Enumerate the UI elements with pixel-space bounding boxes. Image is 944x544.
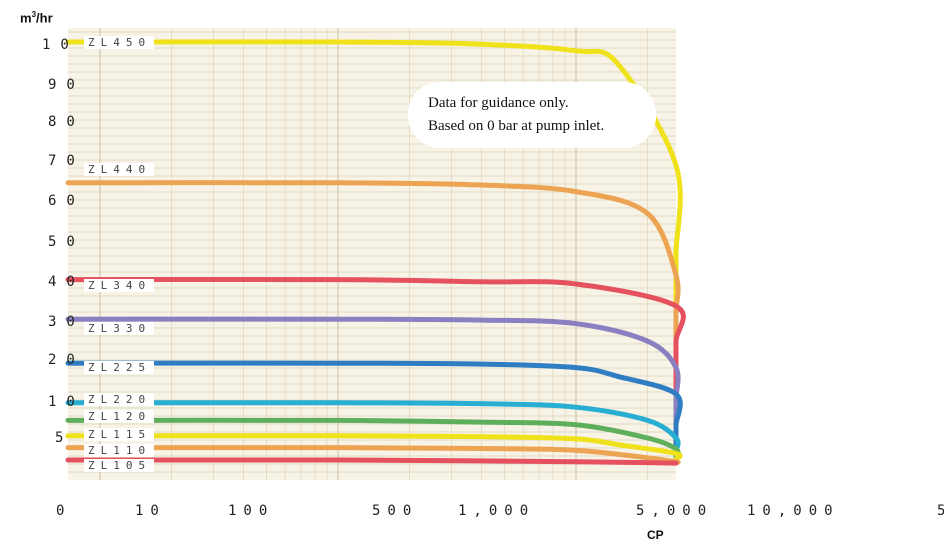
series-line-zl105 <box>65 457 679 466</box>
note-line: Based on 0 bar at pump inlet. <box>428 118 605 134</box>
series-lines <box>65 39 686 466</box>
y-tick-label: 40 <box>48 274 85 290</box>
series-label: ZL440 <box>84 163 155 176</box>
x-tick-label: 10,000 <box>747 503 840 519</box>
series-label: ZL105 <box>84 459 155 472</box>
series-label: ZL225 <box>84 361 155 374</box>
series-label: ZL330 <box>84 322 155 335</box>
y-tick-label: 60 <box>48 193 85 209</box>
series-line-zl115 <box>65 433 683 463</box>
y-tick-label: 70 <box>48 153 85 169</box>
y-tick-label: 90 <box>48 77 85 93</box>
series-label: ZL110 <box>84 444 155 457</box>
y-tick-label: 50 <box>48 234 85 250</box>
series-label: ZL115 <box>84 428 155 441</box>
series-label: ZL340 <box>84 279 155 292</box>
y-tick-label: 80 <box>48 114 85 130</box>
x-tick-label: 5 <box>937 503 944 519</box>
y-tick-label: 5 <box>55 430 74 446</box>
x-tick-label: 500 <box>372 503 419 519</box>
y-tick-label: 10 <box>48 394 85 410</box>
x-axis-label: CP <box>647 528 664 542</box>
series-label: ZL120 <box>84 410 155 423</box>
note-line: Data for guidance only. <box>428 95 569 111</box>
x-tick-label: 10 <box>135 503 166 519</box>
x-tick-label: 5,000 <box>636 503 714 519</box>
y-axis-unit-label: m3/hr <box>20 10 53 26</box>
series-label: ZL450 <box>84 36 155 49</box>
x-tick-label: 1,000 <box>458 503 536 519</box>
x-tick-label: 0 <box>56 503 72 519</box>
guidance-note: Data for guidance only. Based on 0 bar a… <box>408 82 656 148</box>
series-label: ZL220 <box>84 393 155 406</box>
y-tick-label: 10 <box>42 37 79 53</box>
x-tick-label: 100 <box>228 503 275 519</box>
y-tick-label: 30 <box>48 314 85 330</box>
y-tick-label: 20 <box>48 352 85 368</box>
